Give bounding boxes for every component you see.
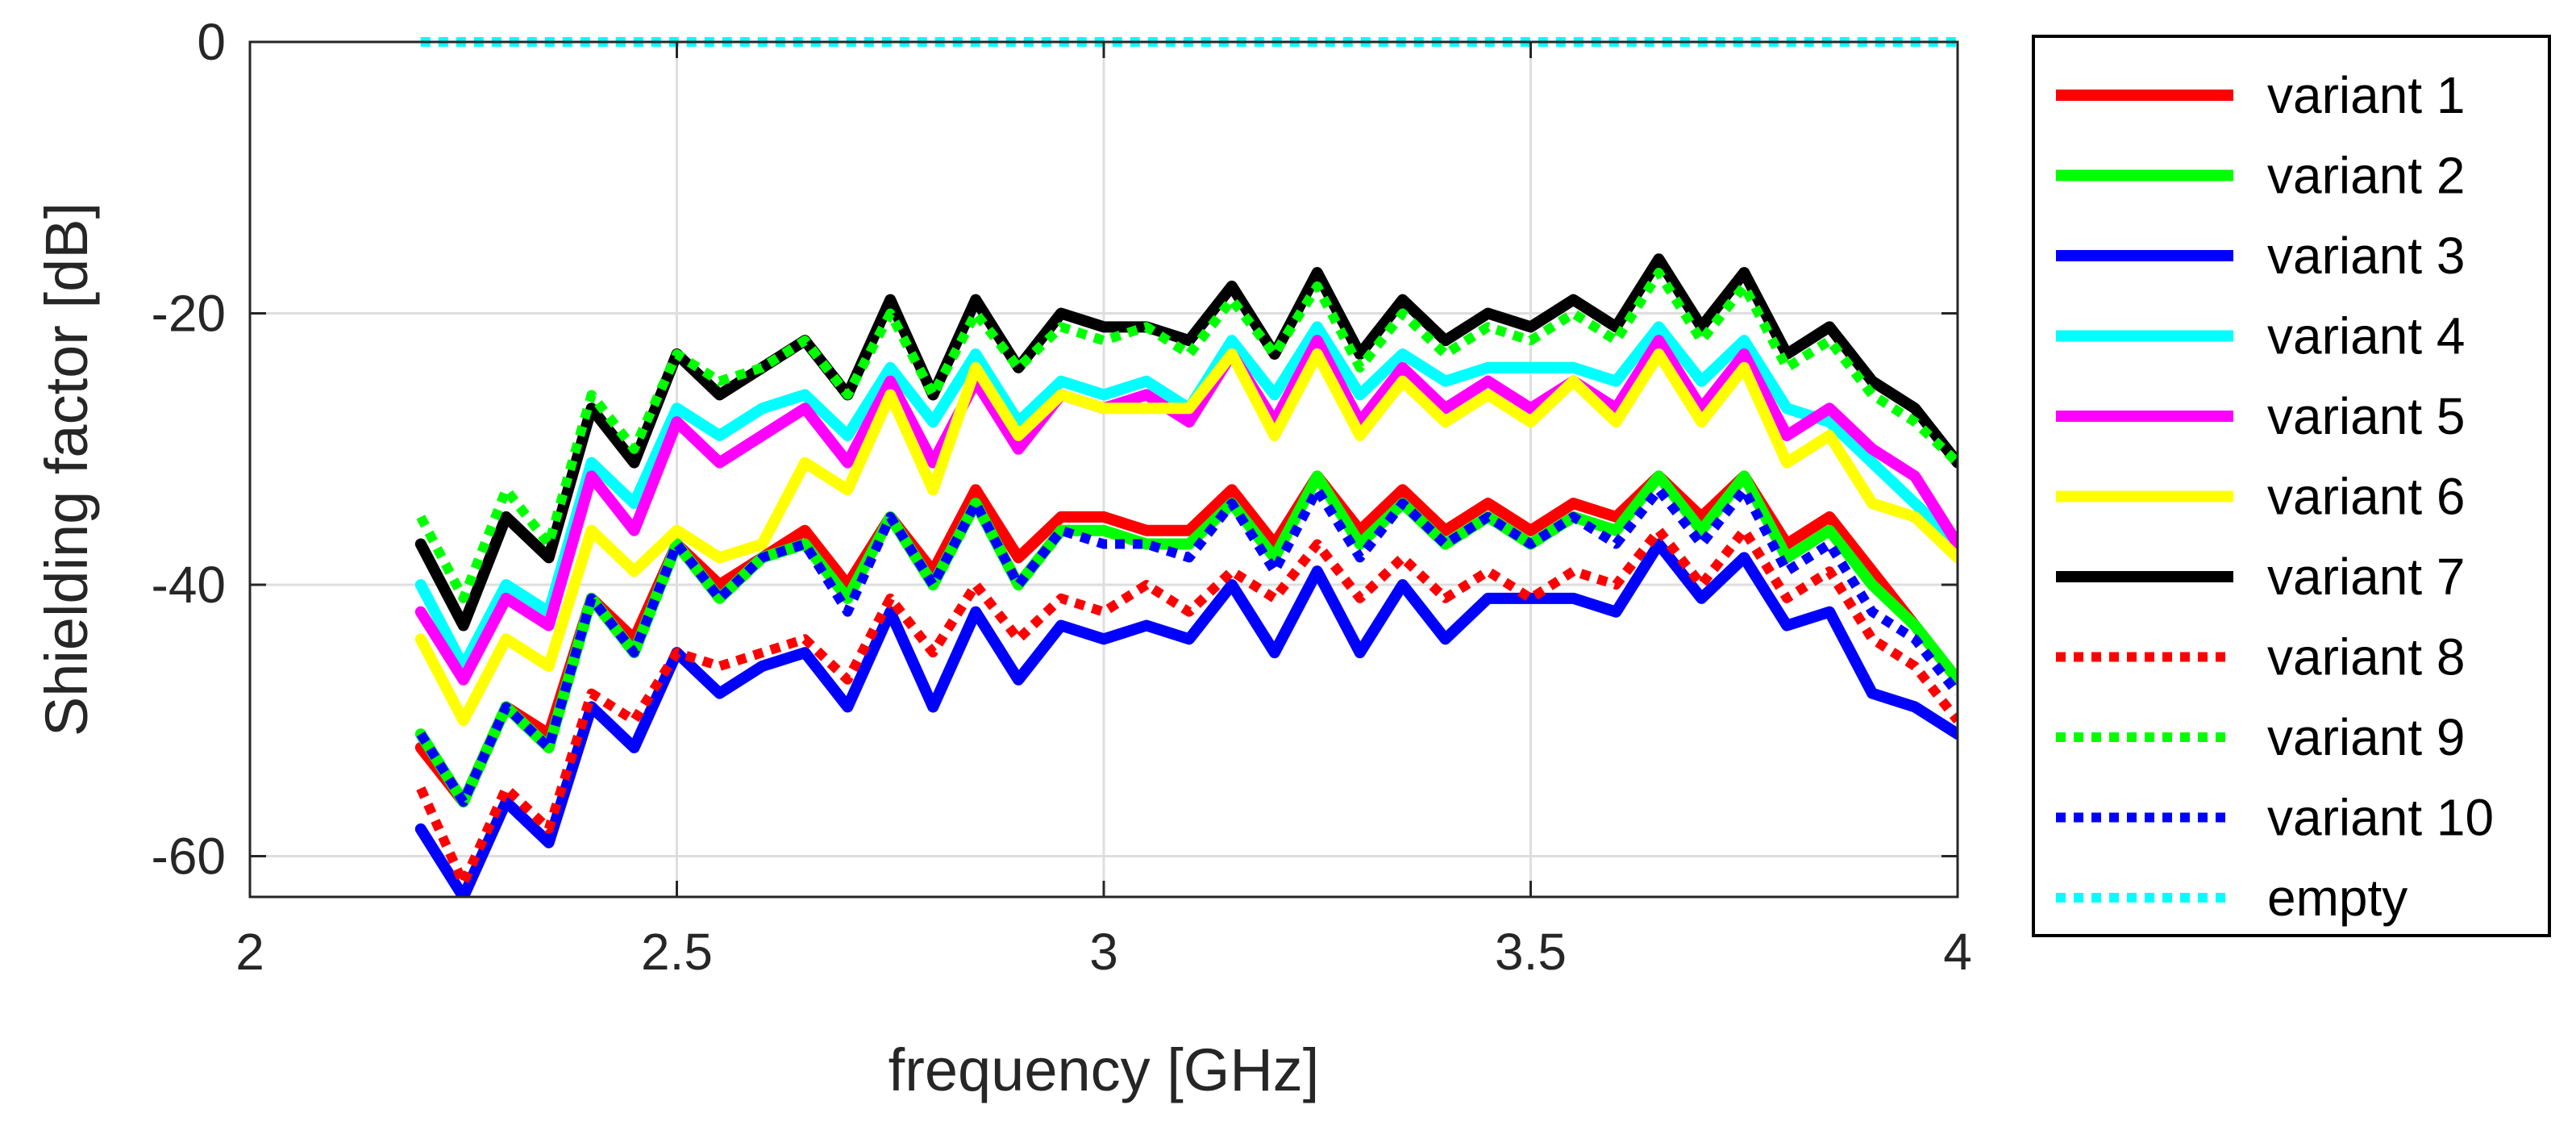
legend-label: variant 5: [2267, 387, 2465, 445]
legend-item: variant 1: [2056, 66, 2465, 124]
series-line-2: [414, 470, 1958, 808]
y-tick-label: -40: [152, 556, 227, 614]
plot-series: [414, 37, 1958, 897]
x-tick-label: 3.5: [1495, 923, 1567, 981]
legend-label: empty: [2267, 869, 2407, 927]
legend-item: variant 10: [2056, 789, 2494, 847]
x-axis-label: frequency [GHz]: [888, 1036, 1320, 1103]
legend-label: variant 8: [2267, 628, 2465, 686]
legend-label: variant 4: [2267, 307, 2465, 365]
legend-item: variant 5: [2056, 387, 2465, 445]
series-line-10: [416, 485, 1958, 807]
legend-label: variant 9: [2267, 708, 2465, 766]
series-line-6: [414, 348, 1958, 727]
x-tick-label: 2.5: [641, 923, 713, 981]
legend-item: variant 7: [2056, 548, 2465, 606]
axis-ticks: 2 2.5 3 3.5 4 0 -20 -40 -60: [152, 13, 1972, 981]
legend-item: empty: [2056, 869, 2407, 927]
y-tick-label: 0: [197, 13, 226, 71]
series-line-9: [416, 268, 1958, 603]
legend-label: variant 3: [2267, 227, 2465, 285]
legend-item: variant 3: [2056, 227, 2465, 285]
legend-label: variant 6: [2267, 468, 2465, 526]
y-tick-label: -60: [152, 828, 227, 886]
legend-label: variant 2: [2267, 147, 2465, 205]
y-tick-label: -20: [152, 285, 227, 343]
legend-item: variant 2: [2056, 147, 2465, 205]
x-tick-label: 4: [1943, 923, 1972, 981]
legend: variant 1 variant 2 variant 3 variant 4 vari…: [2032, 35, 2551, 937]
series-line-5: [414, 335, 1958, 686]
x-tick-label: 2: [235, 923, 264, 981]
legend-box: [2032, 35, 2551, 937]
legend-item: variant 8: [2056, 628, 2465, 686]
series-line-8: [416, 525, 1958, 889]
legend-item: variant 6: [2056, 468, 2465, 526]
legend-label: variant 1: [2267, 66, 2465, 124]
legend-label: variant 7: [2267, 548, 2465, 606]
y-axis-label: Shielding factor [dB]: [33, 202, 100, 736]
legend-item: variant 9: [2056, 708, 2465, 766]
x-tick-label: 3: [1089, 923, 1118, 981]
grid: [250, 42, 1958, 897]
legend-item: variant 4: [2056, 307, 2465, 365]
legend-label: variant 10: [2267, 789, 2494, 847]
